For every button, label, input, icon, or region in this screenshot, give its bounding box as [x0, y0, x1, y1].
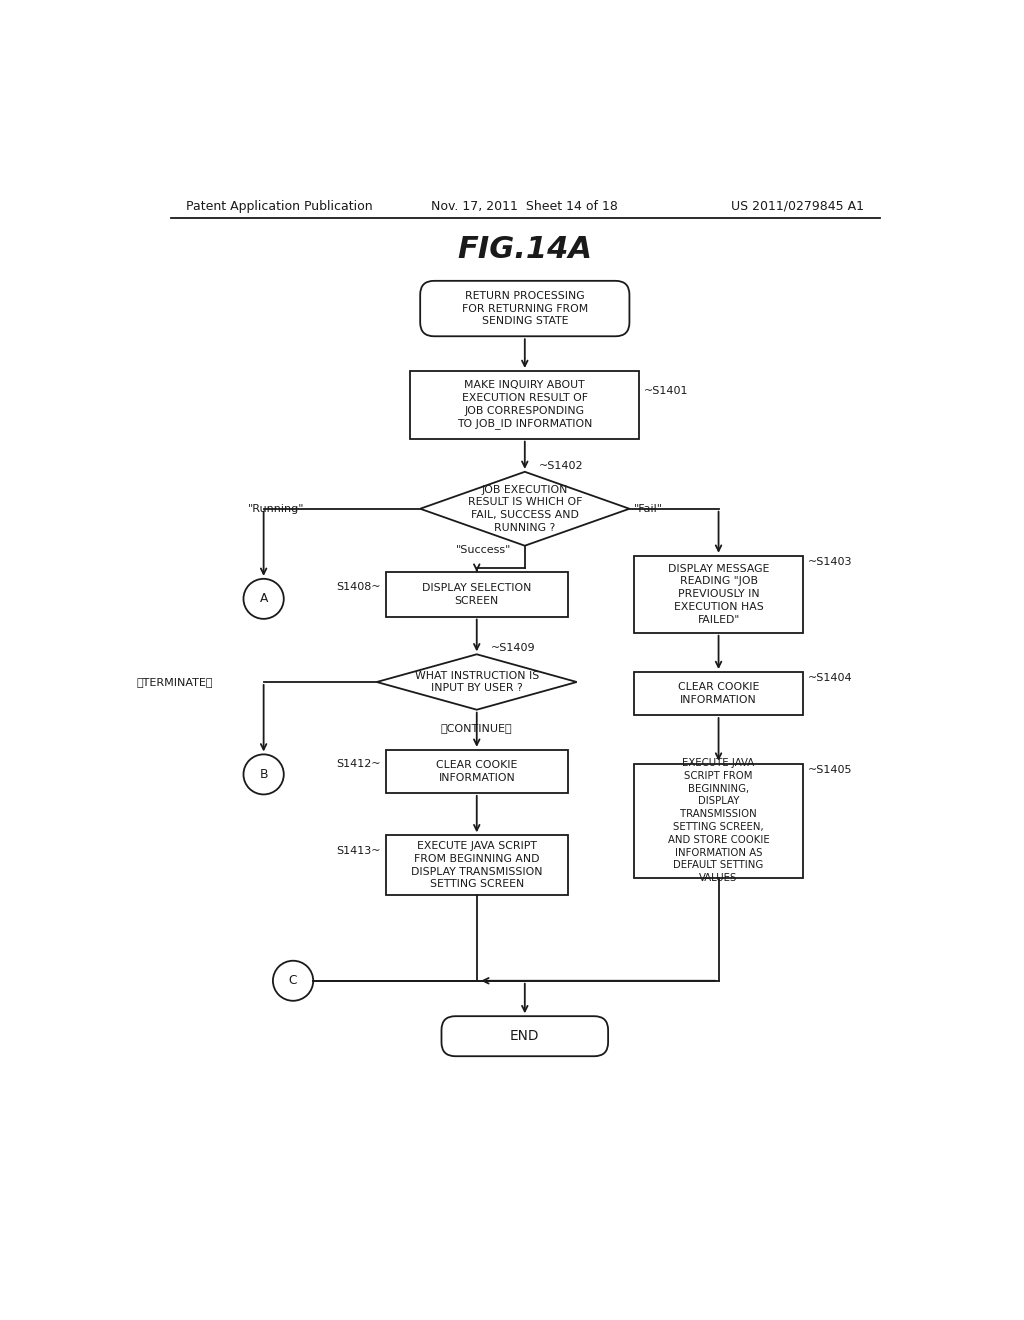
Text: "Success": "Success" — [456, 545, 511, 554]
Bar — [411, 371, 639, 438]
Text: ~S1409: ~S1409 — [490, 643, 536, 653]
Text: US 2011/0279845 A1: US 2011/0279845 A1 — [731, 199, 864, 213]
Bar — [634, 763, 803, 878]
Text: FIG.14A: FIG.14A — [458, 235, 592, 264]
Text: CLEAR COOKIE
INFORMATION: CLEAR COOKIE INFORMATION — [678, 682, 759, 705]
Text: EXECUTE JAVA SCRIPT
FROM BEGINNING AND
DISPLAY TRANSMISSION
SETTING SCREEN: EXECUTE JAVA SCRIPT FROM BEGINNING AND D… — [411, 841, 543, 890]
Text: CLEAR COOKIE
INFORMATION: CLEAR COOKIE INFORMATION — [436, 760, 517, 783]
Text: "Fail": "Fail" — [634, 504, 664, 513]
Text: A: A — [259, 593, 268, 606]
Text: DISPLAY SELECTION
SCREEN: DISPLAY SELECTION SCREEN — [422, 583, 531, 606]
Polygon shape — [420, 471, 630, 545]
Text: Nov. 17, 2011  Sheet 14 of 18: Nov. 17, 2011 Sheet 14 of 18 — [431, 199, 618, 213]
Text: "Running": "Running" — [248, 504, 305, 513]
Text: DISPLAY MESSAGE
READING "JOB
PREVIOUSLY IN
EXECUTION HAS
FAILED": DISPLAY MESSAGE READING "JOB PREVIOUSLY … — [668, 564, 769, 624]
Text: 【TERMINATE】: 【TERMINATE】 — [137, 677, 213, 686]
Text: S1413~: S1413~ — [337, 846, 381, 857]
Bar — [634, 556, 803, 632]
Text: B: B — [259, 768, 268, 781]
Text: RETURN PROCESSING
FOR RETURNING FROM
SENDING STATE: RETURN PROCESSING FOR RETURNING FROM SEN… — [462, 290, 588, 326]
Text: Patent Application Publication: Patent Application Publication — [186, 199, 373, 213]
Text: S1408~: S1408~ — [337, 582, 381, 591]
Text: EXECUTE JAVA
SCRIPT FROM
BEGINNING,
DISPLAY
TRANSMISSION
SETTING SCREEN,
AND STO: EXECUTE JAVA SCRIPT FROM BEGINNING, DISP… — [668, 758, 769, 883]
Text: ~S1403: ~S1403 — [808, 557, 852, 566]
Text: WHAT INSTRUCTION IS
INPUT BY USER ?: WHAT INSTRUCTION IS INPUT BY USER ? — [415, 671, 539, 693]
Text: MAKE INQUIRY ABOUT
EXECUTION RESULT OF
JOB CORRESPONDING
TO JOB_ID INFORMATION: MAKE INQUIRY ABOUT EXECUTION RESULT OF J… — [457, 380, 593, 429]
Circle shape — [273, 961, 313, 1001]
Bar — [634, 672, 803, 715]
Text: ~S1405: ~S1405 — [808, 764, 852, 775]
Text: ~S1402: ~S1402 — [539, 461, 584, 471]
Text: 【CONTINUE】: 【CONTINUE】 — [441, 723, 513, 733]
Text: JOB EXECUTION
RESULT IS WHICH OF
FAIL, SUCCESS AND
RUNNING ?: JOB EXECUTION RESULT IS WHICH OF FAIL, S… — [468, 484, 582, 533]
FancyBboxPatch shape — [441, 1016, 608, 1056]
FancyBboxPatch shape — [420, 281, 630, 337]
Text: ~S1404: ~S1404 — [808, 673, 852, 684]
Circle shape — [244, 755, 284, 795]
Bar — [386, 750, 568, 793]
Bar — [386, 572, 568, 616]
Text: S1412~: S1412~ — [337, 759, 381, 768]
Circle shape — [244, 578, 284, 619]
Polygon shape — [377, 655, 577, 710]
Text: ~S1401: ~S1401 — [644, 385, 688, 396]
Bar — [386, 836, 568, 895]
Text: END: END — [510, 1030, 540, 1043]
Text: C: C — [289, 974, 297, 987]
